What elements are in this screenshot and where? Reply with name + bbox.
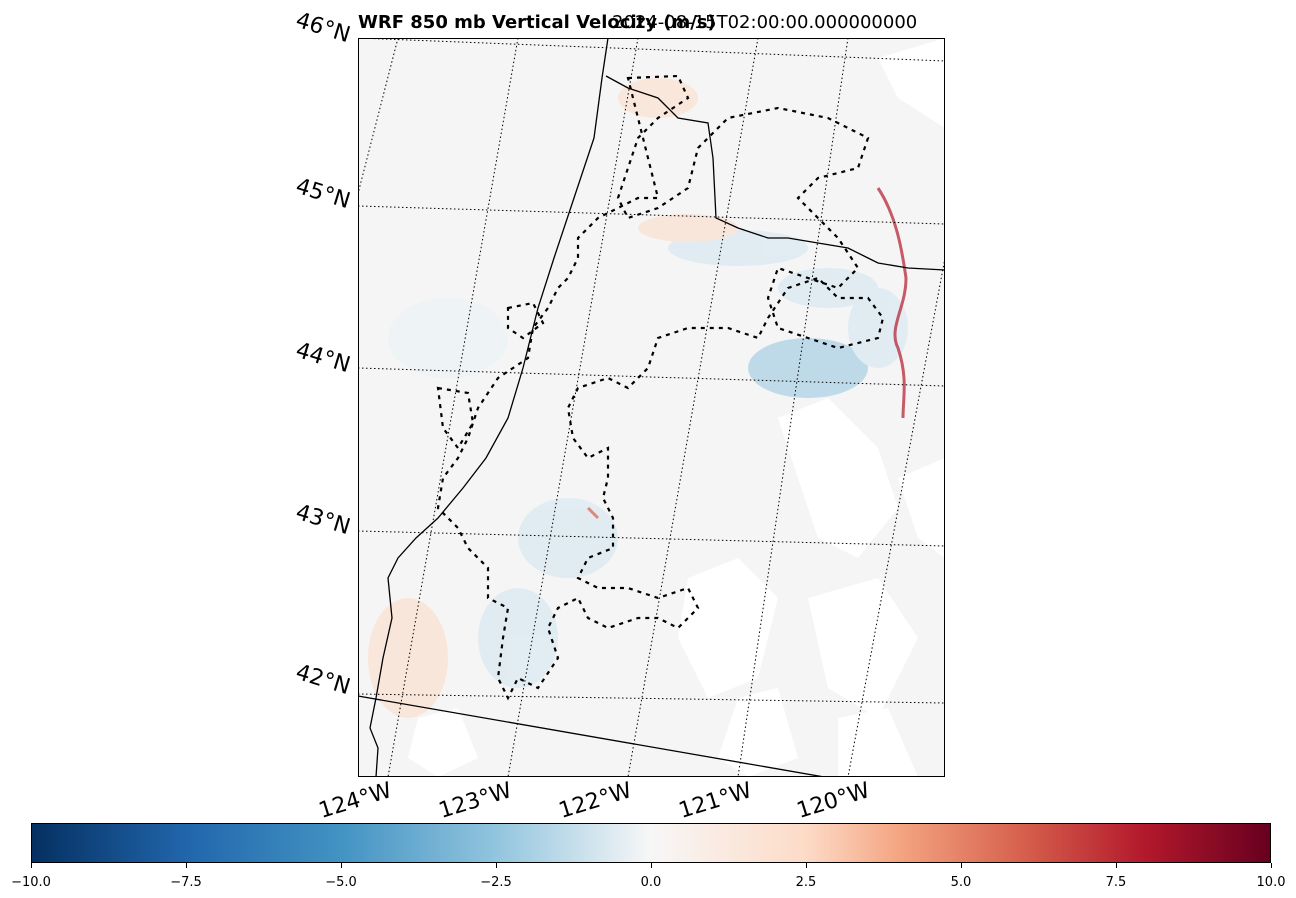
colorbar-tick-label: 0.0 [640,875,662,890]
graticule [358,38,945,777]
plot-title: WRF 850 mb Vertical Velocity (m/s) [358,12,716,33]
fire-perimeter-north [506,301,545,340]
state-border-north [605,75,945,271]
colorbar-tick-label: −2.5 [480,875,512,890]
colorbar [31,823,1271,863]
colorbar-tickmark [31,863,32,868]
coastline [369,38,609,777]
lon-label-120: 120°W [794,778,873,824]
lon-label-123: 123°W [436,778,515,824]
colorbar-tick-label: 2.5 [795,875,817,890]
colorbar-tickmark [1116,863,1117,868]
colorbar-tick-label: 7.5 [1105,875,1127,890]
updraft-ridge [876,187,908,419]
colorbar-tickmark [961,863,962,868]
lat-label-43: 43°N [292,500,354,541]
colorbar-tickmark [496,863,497,868]
missing-data-areas [408,38,945,777]
colorbar-tickmark [341,863,342,868]
lat-label-45: 45°N [292,174,354,215]
colorbar-tickmark [186,863,187,868]
lat-label-42: 42°N [292,660,354,701]
lon-label-124: 124°W [316,778,395,824]
plot-time: 2024-08-15T02:00:00.000000000 [612,12,918,33]
colorbar-tickmark [806,863,807,868]
colorbar-tick-label: 10.0 [1256,875,1286,890]
state-border-south [358,695,828,777]
fire-perimeter-west [436,386,475,450]
fire-perimeter [436,74,885,701]
lat-label-44: 44°N [292,338,354,379]
lon-label-122: 122°W [556,778,635,824]
colorbar-tick-label: −10.0 [11,875,51,890]
colorbar-tickmark [651,863,652,868]
map-panel [358,38,945,777]
lon-label-121: 121°W [676,778,755,824]
colorbar-tick-label: −7.5 [170,875,202,890]
colorbar-tick-label: 5.0 [950,875,972,890]
colorbar-tick-label: −5.0 [325,875,357,890]
lat-label-46: 46°N [292,8,354,49]
map-frame [358,38,945,777]
colorbar-tickmark [1271,863,1272,868]
